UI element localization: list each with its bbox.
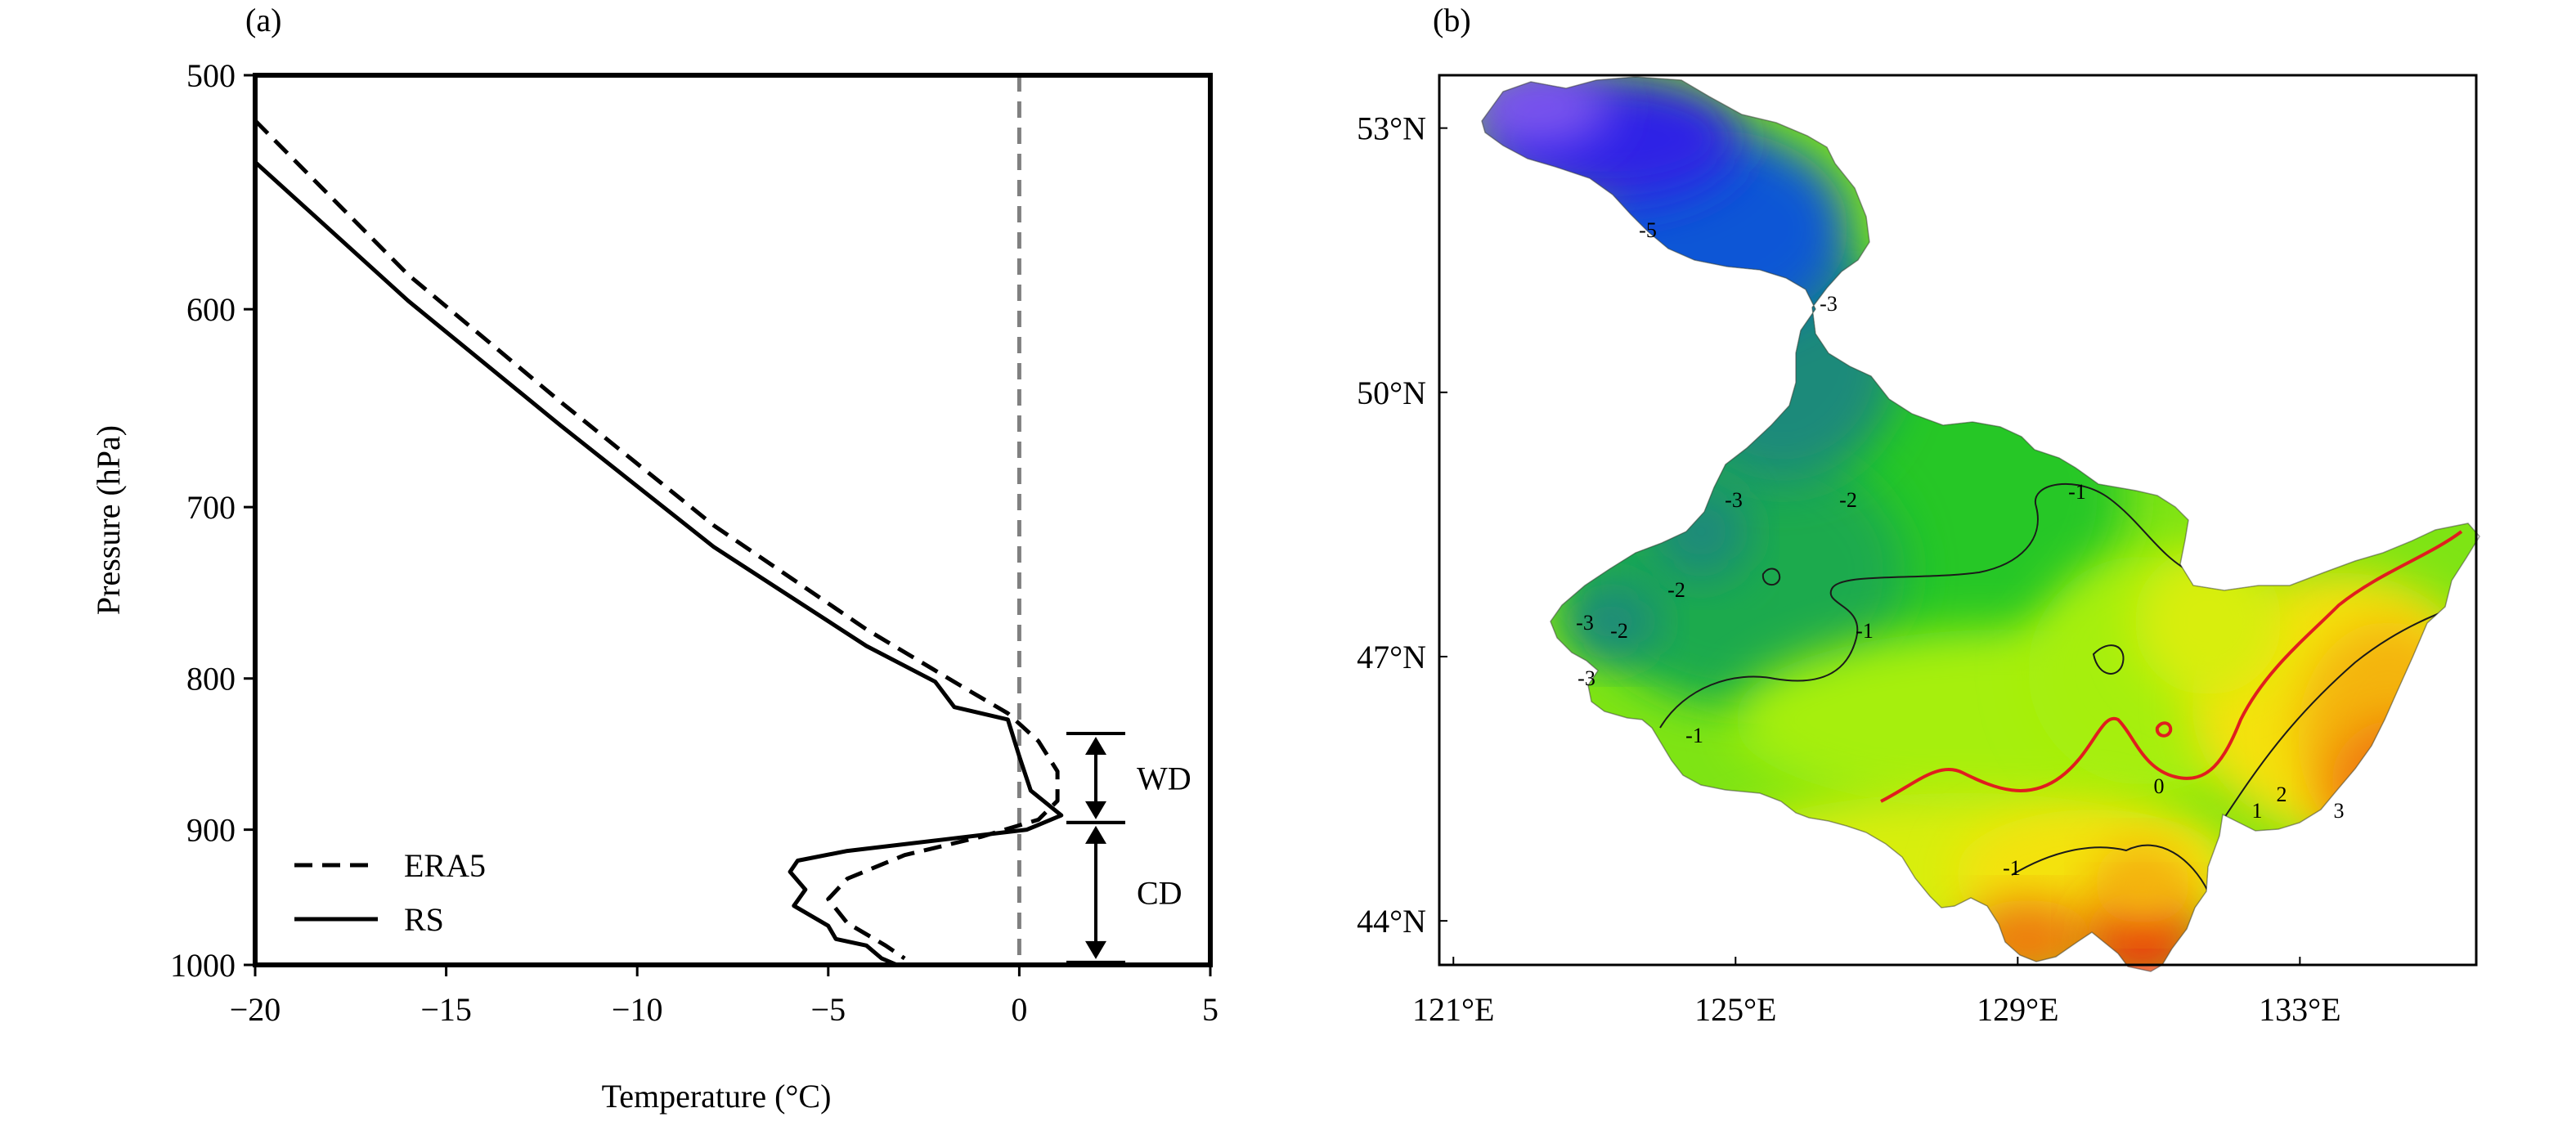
panel-a-plot-area [255,75,1064,965]
contour-label: -5 [1639,218,1657,242]
y-tick-label: 1000 [170,947,236,984]
contour-line [1761,567,1781,586]
contour-line [1659,482,2192,729]
contour-lines [1659,482,2463,892]
contour-label: 1 [2252,799,2263,823]
contour-fill-region [1562,581,1660,662]
panel-a-frame [253,73,1213,967]
contour-fill-region [2094,842,2192,924]
contour-label: 2 [2277,783,2287,806]
lat-tick-label: 47°N [1357,639,1426,675]
panel-a-label: (a) [245,2,281,38]
lon-tick-label: 129°E [1977,991,2058,1028]
contour-label: -1 [2003,856,2021,880]
arrow-head-up-icon [1085,736,1106,755]
contour-label: -3 [1576,611,1594,635]
contour-label: -1 [1856,619,1874,643]
contour-label: 0 [2154,774,2165,798]
y-tick-label: 700 [186,489,236,526]
contour-label: 3 [2334,799,2345,823]
lon-tick-label: 125°E [1694,991,1776,1028]
contour-label: -2 [1610,619,1628,643]
contour-line [2092,644,2125,675]
arrow-head-down-icon [1085,801,1106,819]
contour-fill-region [2298,621,2478,850]
y-tick-label: 900 [186,812,236,849]
x-tick-label: 5 [1202,991,1218,1028]
colour-field [1482,77,2480,971]
panel-a-annotations: WD CD [1066,731,1192,964]
contour-label: -3 [1820,292,1838,316]
contour-label: -1 [2068,480,2086,504]
lon-tick-label: 121°E [1412,991,1494,1028]
panel-a-profile-chart: (a) −20 −15 −10 −5 0 5 500 600 700 800 900 1000 WD C… [90,2,1218,1115]
annotation-label: CD [1137,874,1183,911]
contour-label: -3 [1725,488,1743,512]
panel-a-ticks: −20 −15 −10 −5 0 5 500 600 700 800 900 1000 [170,57,1218,1028]
contour-label: -1 [1685,724,1703,747]
lon-tick-label: 133°E [2259,991,2340,1028]
panel-a-y-axis-label: Pressure (hPa) [90,425,127,615]
x-tick-label: 0 [1011,991,1027,1028]
lat-tick-label: 50°N [1357,375,1426,411]
contour-fill-region [1482,77,1611,147]
x-tick-label: −20 [230,991,281,1028]
panel-b-ticks: 121°E 125°E 129°E 133°E 44°N 47°N 50°N 53°N [1357,110,2340,1028]
panel-b-map-area: -5 -3 -3 -3 -3 -2 -2 -2 -1 -1 -1 -1 0 12 3 [1481,76,2480,972]
x-tick-label: −15 [420,991,472,1028]
x-tick-label: −10 [612,991,663,1028]
lat-tick-label: 44°N [1357,903,1426,940]
panel-b-frame [1438,74,2478,967]
contour-label: -3 [1577,666,1595,690]
contour-fill-region [2331,720,2462,850]
contour-line [2011,844,2209,892]
contour-label: -2 [1839,488,1857,512]
arrow-head-up-icon [1085,825,1106,844]
y-tick-label: 500 [186,57,236,94]
x-tick-label: −5 [811,991,846,1028]
series-line-rs [255,160,1064,965]
series-line-era5 [255,119,1060,961]
lat-tick-label: 53°N [1357,110,1426,147]
contour-line [2224,604,2462,819]
contour-label: -2 [1667,578,1685,602]
region-outline [1481,76,2480,972]
panel-a-x-axis-label: Temperature (°C) [602,1078,832,1115]
annotation-label: WD [1137,760,1192,796]
panel-a-legend: ERA5 RS [294,847,486,938]
zero-contour-line [1880,530,2463,803]
zero-contour-line [2155,721,2173,738]
legend-label: ERA5 [404,847,486,884]
y-tick-label: 600 [186,291,236,328]
y-tick-label: 800 [186,661,236,698]
contour-labels: -5 -3 -3 -3 -3 -2 -2 -2 -1 -1 -1 -1 0 12 3 [1576,218,2344,880]
panel-b-label: (b) [1433,2,1471,38]
contour-fill-region [1963,899,2094,971]
legend-label: RS [404,901,444,938]
arrow-head-down-icon [1085,940,1106,959]
contour-fill-region [2134,548,2282,695]
